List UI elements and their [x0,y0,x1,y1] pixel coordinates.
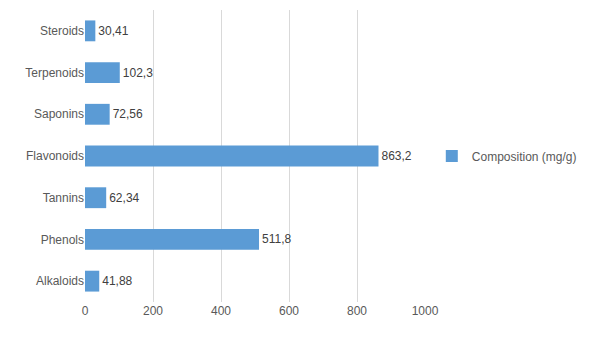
svg-text:Flavonoids: Flavonoids [26,149,84,163]
svg-text:Phenols: Phenols [41,233,84,247]
svg-text:30,41: 30,41 [98,24,128,38]
svg-text:1000: 1000 [412,304,439,318]
svg-text:102,3: 102,3 [123,66,153,80]
svg-text:Terpenoids: Terpenoids [25,66,84,80]
svg-text:0: 0 [82,304,89,318]
svg-text:Steroids: Steroids [40,24,84,38]
svg-text:72,56: 72,56 [113,107,143,121]
svg-text:600: 600 [279,304,299,318]
svg-text:Tannins: Tannins [43,191,84,205]
svg-text:800: 800 [347,304,367,318]
svg-text:863,2: 863,2 [381,149,411,163]
svg-text:400: 400 [211,304,231,318]
svg-text:Saponins: Saponins [34,107,84,121]
svg-text:Composition (mg/g): Composition (mg/g) [472,150,577,164]
svg-text:Alkaloids: Alkaloids [36,274,84,288]
svg-text:62,34: 62,34 [109,191,139,205]
svg-text:511,8: 511,8 [262,232,291,246]
svg-text:200: 200 [143,304,163,318]
svg-text:41,88: 41,88 [102,274,132,288]
